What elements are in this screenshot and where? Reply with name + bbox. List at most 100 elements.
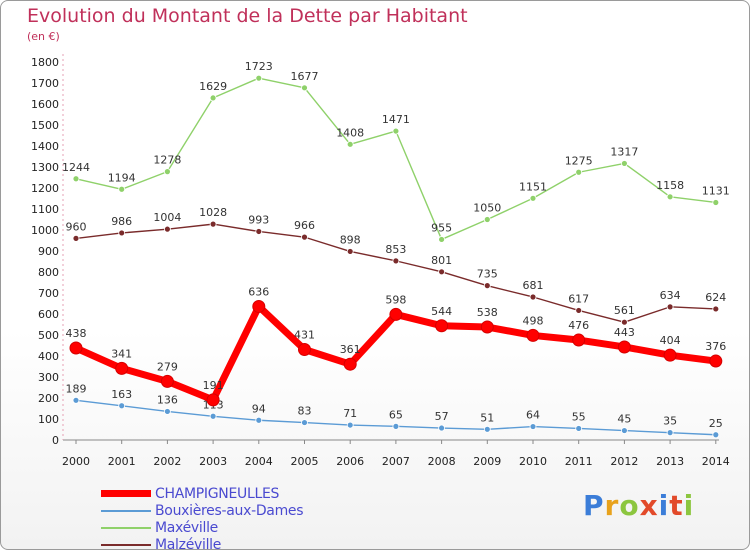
data-label: 1317 [610,145,638,158]
data-label: 1677 [291,70,319,83]
data-point [160,374,174,388]
data-point [118,402,126,410]
data-label: 83 [298,405,312,418]
data-label: 986 [111,215,132,228]
data-point [666,303,674,311]
data-label: 1408 [336,126,364,139]
data-label: 1723 [245,60,273,73]
data-label: 438 [66,327,87,340]
legend-item: Malzéville [101,536,303,549]
data-label: 561 [614,304,635,317]
data-point [255,228,263,235]
y-tick-label: 1500 [31,119,59,132]
data-label: 955 [431,221,452,234]
data-label: 634 [660,289,681,302]
data-label: 1050 [473,202,501,215]
data-point [298,342,311,356]
y-tick-label: 1800 [31,56,59,69]
y-tick-label: 1600 [31,98,59,111]
data-label: 341 [111,347,132,360]
data-label: 35 [663,415,677,428]
x-tick-label: 2013 [656,455,684,468]
data-label: 1194 [108,171,136,184]
data-point [526,328,540,342]
data-point [392,127,400,135]
data-point [72,396,80,404]
data-label: 636 [248,285,269,298]
data-label: 191 [203,379,224,392]
y-tick-label: 100 [38,413,59,426]
y-tick-label: 1200 [31,182,59,195]
data-label: 57 [435,410,449,423]
data-point [712,305,720,313]
data-label: 960 [66,220,87,233]
data-label: 853 [385,243,406,256]
data-point [575,168,583,176]
legend: CHAMPIGNEULLES Bouxières-aux-Dames Maxévil… [101,485,304,549]
data-point [255,74,263,82]
data-point [72,234,80,242]
data-label: 45 [617,413,631,426]
x-tick-label: 2006 [336,455,364,468]
data-point [666,193,674,201]
data-label: 476 [568,319,589,332]
x-tick-label: 2014 [702,455,730,468]
data-point [118,185,126,193]
data-label: 681 [523,279,544,292]
data-label: 25 [709,417,723,430]
x-tick-label: 2005 [291,455,319,468]
y-tick-label: 1100 [31,203,59,216]
data-label: 1629 [199,80,227,93]
data-label: 993 [248,213,269,226]
data-point [301,419,308,426]
legend-swatch [101,509,151,512]
data-label: 617 [568,292,589,305]
data-point [483,282,491,290]
data-label: 65 [389,408,403,421]
legend-label: CHAMPIGNEULLES [155,485,280,502]
data-point [301,233,308,241]
data-label: 1158 [656,179,684,192]
data-point [163,225,171,233]
proxiti-logo: Proxiti [583,489,695,522]
data-point [621,160,628,167]
data-point [252,299,266,313]
legend-item: CHAMPIGNEULLES [101,485,303,502]
x-tick-label: 2004 [245,455,273,468]
x-tick-label: 2010 [519,455,547,468]
y-tick-label: 400 [38,350,59,363]
data-point [529,194,537,202]
data-point [621,318,628,326]
data-label: 538 [477,306,498,319]
data-point [575,307,583,314]
y-tick-label: 500 [38,329,59,342]
data-point [209,94,217,102]
data-point [118,229,126,237]
x-tick-label: 2002 [153,455,181,468]
x-tick-label: 2012 [610,455,638,468]
data-label: 51 [480,411,494,424]
x-tick-label: 2008 [428,455,456,468]
data-point [392,422,400,430]
data-point [483,425,491,433]
data-label: 404 [660,334,681,347]
data-point [206,393,220,407]
y-tick-label: 700 [38,287,59,300]
legend-swatch [101,526,151,529]
legend-swatch [101,543,151,546]
legend-label: Bouxières-aux-Dames [155,502,304,519]
data-point [709,354,723,368]
data-label: 71 [343,407,357,420]
data-point [666,429,674,437]
data-label: 1471 [382,113,410,126]
data-label: 735 [477,268,498,281]
y-tick-label: 1400 [31,140,59,153]
data-point [529,293,537,301]
data-label: 544 [431,305,452,318]
legend-item: Maxéville [101,519,303,536]
data-label: 279 [157,360,178,373]
x-tick-label: 2007 [382,455,410,468]
data-point [163,408,171,415]
